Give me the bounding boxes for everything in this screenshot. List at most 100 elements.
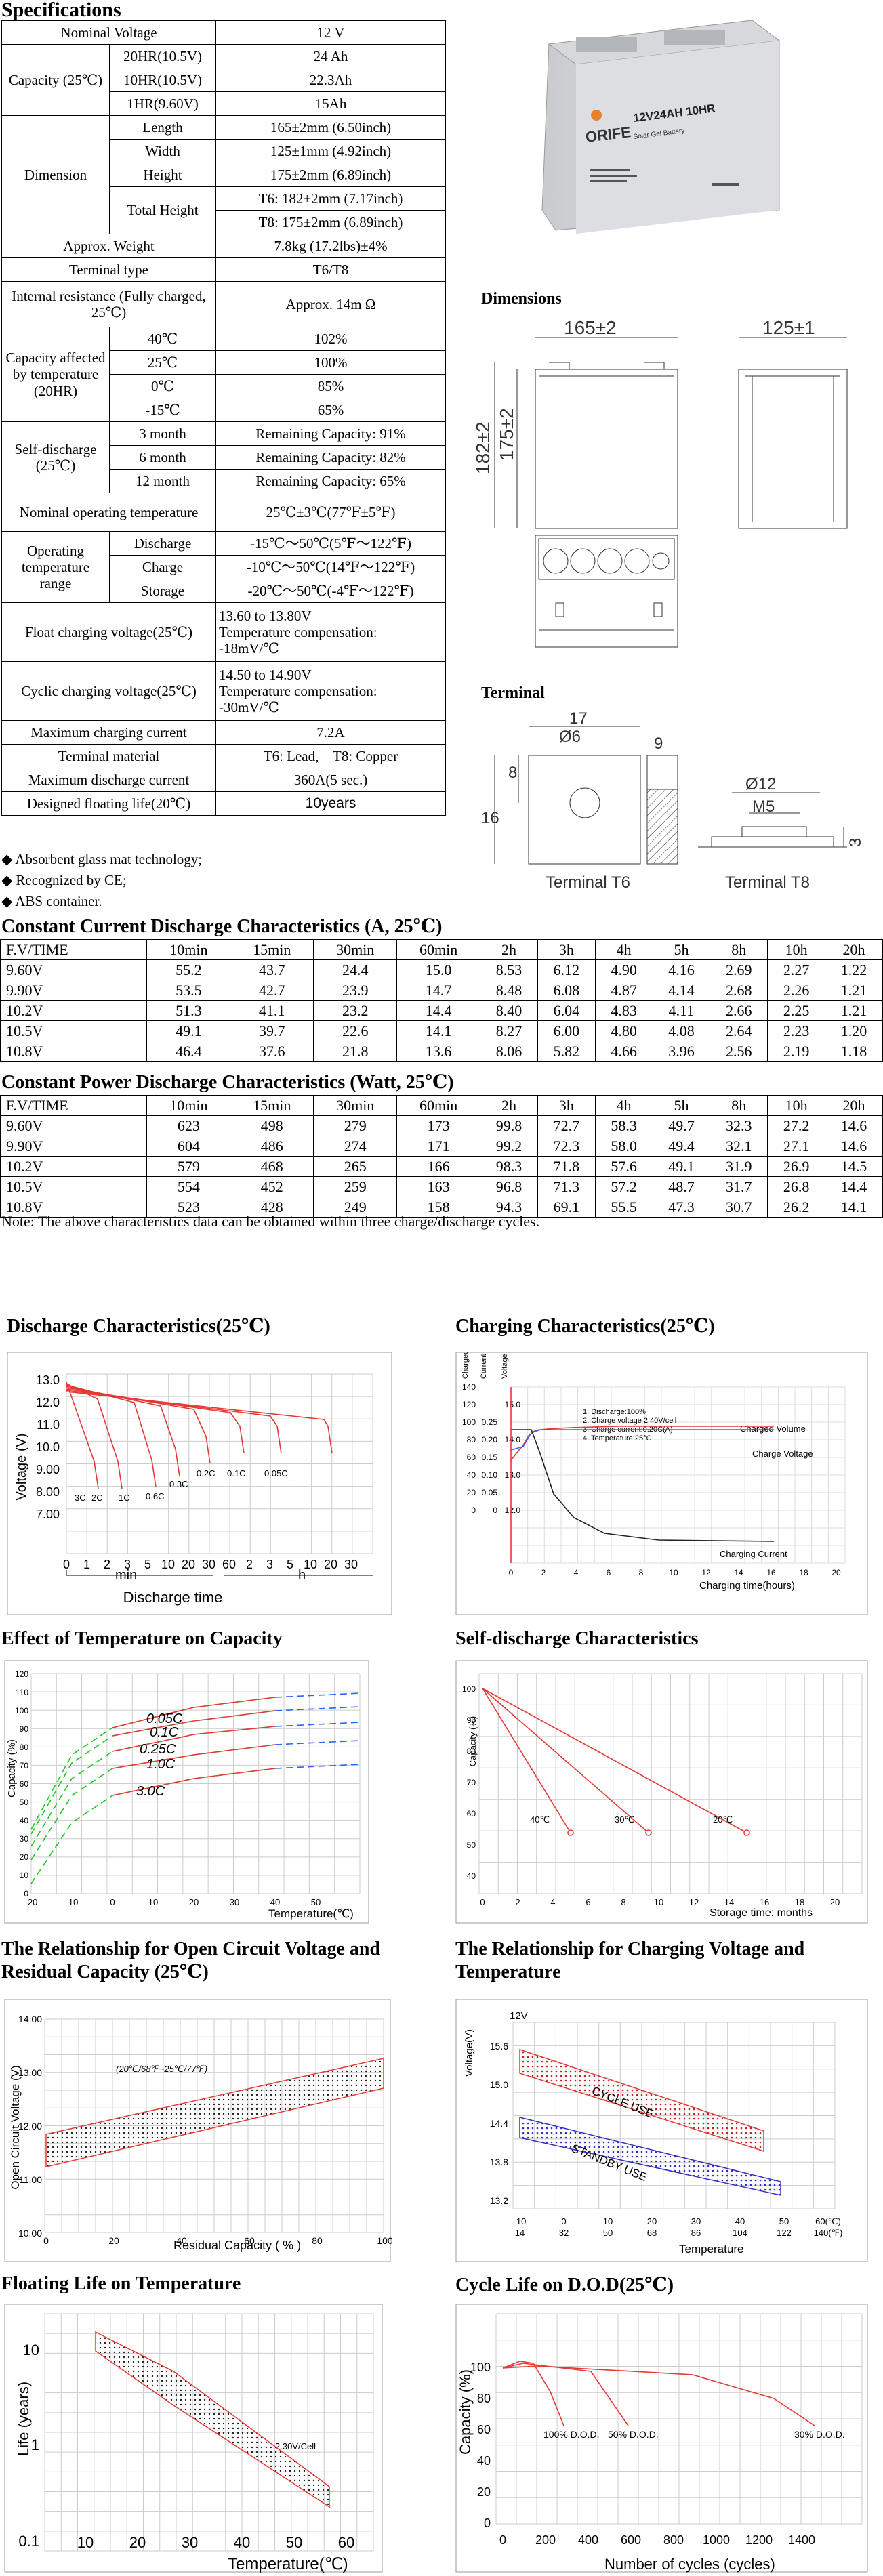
table-cell: 57.2 bbox=[594, 1176, 653, 1197]
tick-label: 30 bbox=[202, 1558, 215, 1571]
chart-title-temp: Effect of Temperature on Capacity bbox=[1, 1628, 283, 1649]
spec-value: T6: 182±2mm (7.17inch) bbox=[215, 186, 446, 211]
table-cell: 24.4 bbox=[313, 959, 398, 980]
table-cell: 27.1 bbox=[767, 1136, 826, 1157]
spec-table: Nominal Voltage 12 V Capacity (25℃) 20HR(1… bbox=[1, 20, 446, 816]
table-cell: 3.96 bbox=[652, 1041, 711, 1062]
table-cell: 96.8 bbox=[480, 1176, 538, 1197]
tick-label: 18 bbox=[799, 1568, 808, 1577]
spec-key: Charge bbox=[109, 555, 216, 579]
tick-label: 15.0 bbox=[505, 1400, 521, 1409]
column-header: 8h bbox=[710, 1095, 768, 1116]
table-cell: 6.12 bbox=[537, 959, 596, 980]
tick-label: 10 bbox=[161, 1558, 175, 1571]
tick-label: 1 bbox=[31, 2436, 39, 2453]
tick-label: 13.0 bbox=[505, 1470, 521, 1480]
temp-capacity-chart: Capacity (%) Temperature(℃) 120110100908… bbox=[4, 1660, 369, 1924]
curve-label: 0.2C bbox=[197, 1468, 215, 1478]
spec-value: 7.2A bbox=[215, 720, 446, 745]
row-header: 10.2V bbox=[0, 1156, 148, 1177]
table-cell: 4.11 bbox=[652, 1000, 711, 1021]
table-cell: 41.1 bbox=[230, 1000, 314, 1021]
tick-label: 0 bbox=[499, 2533, 506, 2547]
tick-label: 0 bbox=[63, 1558, 70, 1571]
tick-label: 9.00 bbox=[36, 1463, 60, 1476]
tick-label: 50 bbox=[286, 2534, 302, 2551]
table-cell: 2.64 bbox=[710, 1020, 768, 1041]
charging-chart: Charged Volume (%) Current (CA) Voltage … bbox=[455, 1352, 868, 1615]
curve-label: 2C bbox=[91, 1493, 103, 1503]
t8-label: Terminal T8 bbox=[725, 873, 810, 892]
self-discharge-chart: Capacity (%) Storage time: months 100908… bbox=[455, 1660, 868, 1924]
tick-label: 0 bbox=[110, 1897, 115, 1907]
spec-label: Self-discharge (25℃) bbox=[1, 421, 110, 493]
column-header: 5h bbox=[652, 939, 711, 960]
tick-label: 2 bbox=[246, 1558, 253, 1571]
tick-label: 40 bbox=[20, 1816, 29, 1825]
specs-title: Specifications bbox=[1, 0, 121, 21]
table-cell: 1.21 bbox=[825, 1000, 883, 1021]
tick-label: 30 bbox=[691, 2216, 701, 2226]
spec-label: Terminal type bbox=[1, 257, 216, 282]
dim-width-label: 165±2 bbox=[564, 317, 617, 338]
tick-label: 90 bbox=[20, 1724, 29, 1734]
tick-label: 0 bbox=[484, 2516, 491, 2530]
charge-voltage-curve bbox=[510, 1429, 774, 1451]
temp-ylabel: Capacity (%) bbox=[6, 1739, 18, 1798]
ocv-chart: Open Circuit Voltage (V) Residual Capaci… bbox=[4, 1999, 392, 2262]
temp-curve bbox=[112, 1697, 276, 1728]
table-cell: 2.56 bbox=[710, 1041, 768, 1062]
t8-diameter: Ø12 bbox=[745, 775, 776, 793]
tick-label: 50 bbox=[467, 1840, 476, 1850]
spec-key: Total Height bbox=[109, 186, 216, 234]
self-discharge-line bbox=[482, 1688, 571, 1833]
tick-label: 60 bbox=[467, 1453, 476, 1462]
spec-value: Remaining Capacity: 82% bbox=[215, 445, 446, 470]
table-cell: 8.40 bbox=[480, 1000, 538, 1021]
spec-key: 3 month bbox=[109, 421, 216, 446]
temp-curve-hot bbox=[274, 1692, 361, 1698]
table-cell: 158 bbox=[396, 1197, 481, 1218]
spec-value: 65% bbox=[215, 398, 446, 422]
column-header: 3h bbox=[537, 939, 596, 960]
tick-label: 122 bbox=[777, 2228, 792, 2238]
tick-label: 12.0 bbox=[36, 1396, 60, 1409]
tick-label: 1000 bbox=[703, 2533, 730, 2547]
table-cell: 4.90 bbox=[594, 959, 653, 980]
row-header: 10.2V bbox=[0, 1000, 148, 1021]
charging-note: 4. Temperature:25°C bbox=[583, 1434, 651, 1442]
table-row: 10.8V 46.4 37.6 21.8 13.6 8.06 5.82 4.66 3.96 2.5… bbox=[0, 1041, 883, 1062]
table-cell: 579 bbox=[146, 1156, 231, 1177]
table-cell: 99.2 bbox=[480, 1136, 538, 1157]
tick-label: 13.00 bbox=[18, 2067, 42, 2078]
tick-label: 5 bbox=[144, 1558, 151, 1571]
dod-30-curve bbox=[502, 2365, 815, 2426]
tick-label: 13.8 bbox=[490, 2157, 508, 2167]
spec-line: Temperature compensation: bbox=[219, 623, 377, 640]
current-discharge-table: F.V/TIME 10min 15min 30min 60min 2h 3h 4h 5h 8h 10… bbox=[0, 939, 883, 1062]
self-discharge-line bbox=[482, 1688, 649, 1833]
tick-label: 86 bbox=[691, 2228, 701, 2238]
t6-width: 17 bbox=[569, 709, 588, 728]
ocv-band bbox=[45, 2058, 384, 2167]
table-cell: 1.21 bbox=[825, 980, 883, 1001]
table-cell: 22.6 bbox=[313, 1020, 398, 1041]
spec-value: T8: 175±2mm (6.89inch) bbox=[215, 210, 446, 234]
tick-label: 70 bbox=[20, 1761, 29, 1770]
tick-label: 200 bbox=[535, 2533, 556, 2547]
feature-list: ◆ Absorbent glass mat technology; ◆ Reco… bbox=[1, 851, 202, 910]
tick-label: 6 bbox=[607, 1568, 611, 1577]
column-header: 15min bbox=[230, 939, 314, 960]
tick-label: 20 bbox=[647, 2216, 657, 2226]
tick-label: 12 bbox=[689, 1897, 699, 1907]
tick-label: 14 bbox=[515, 2228, 525, 2238]
spec-label: Operating temperature range bbox=[1, 531, 110, 603]
table-row: 9.90V 604 486 274 171 99.2 72.3 58.0 49.4 32.1 27.… bbox=[0, 1136, 883, 1157]
tick-label: 70 bbox=[467, 1778, 476, 1787]
table-cell: 4.16 bbox=[652, 959, 711, 980]
column-header: 8h bbox=[710, 939, 768, 960]
table-cell: 6.08 bbox=[537, 980, 596, 1001]
tick-label: 100 bbox=[462, 1684, 476, 1694]
cl-xlabel: Number of cycles (cycles) bbox=[604, 2556, 775, 2573]
power-discharge-table: F.V/TIME 10min 15min 30min 60min 2h 3h 4h 5h 8h 10… bbox=[0, 1095, 883, 1218]
